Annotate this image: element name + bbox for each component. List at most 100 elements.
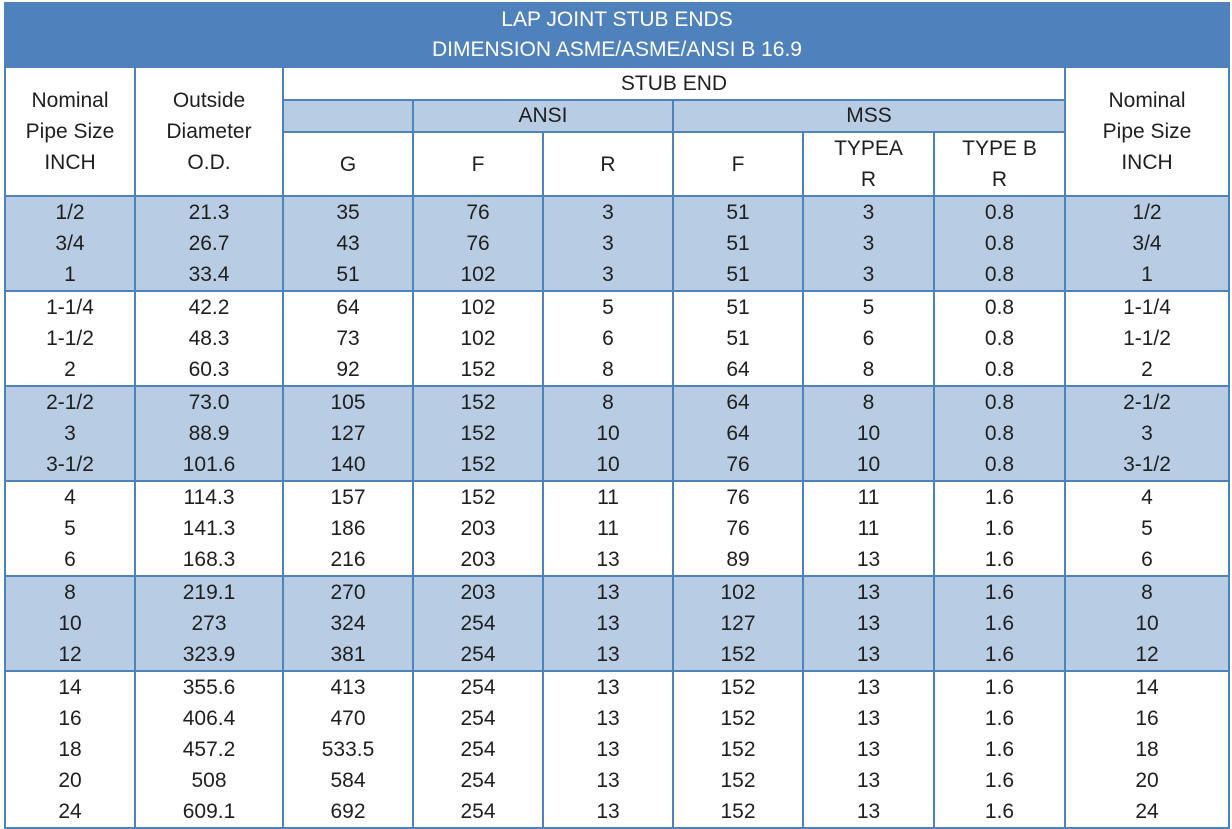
table-value: 152 — [720, 738, 756, 761]
table-value: 13 — [596, 548, 620, 571]
table-value: 13 — [856, 738, 881, 761]
header-nominal-pipe-size-right: Nominal Pipe Size INCH — [1064, 66, 1230, 197]
ansi-f-cell: 152 152 152 — [412, 385, 544, 482]
title-line-2: DIMENSION ASME/ASME/ANSI B 16.9 — [432, 38, 802, 61]
outside-diameter-cell: 21.3 26.7 33.4 — [134, 195, 284, 292]
table-value: 254 — [460, 707, 496, 730]
table-value: 533.5 — [321, 738, 375, 761]
table-value: 51 — [726, 263, 750, 286]
header-mss: MSS — [672, 99, 1066, 133]
mss-f-cell: 76 76 89 — [672, 480, 804, 577]
outside-diameter-cell: 114.3 141.3 168.3 — [134, 480, 284, 577]
table-value: 152 — [720, 769, 756, 792]
table-value: 168.3 — [182, 548, 236, 571]
table-value: 127 — [330, 422, 366, 445]
ansi-f-cell: 203 254 254 — [412, 575, 544, 672]
nominal-pipe-size-cell: 14 16 18 20 24 — [4, 670, 136, 829]
table-value: 2 — [64, 358, 76, 381]
ansi-r-cell: 8 10 10 — [542, 385, 674, 482]
table-value: 216 — [330, 548, 366, 571]
table-value: 1-1/2 — [1123, 327, 1171, 350]
table-row-group: 2-1/2 3 3-1/2 73.0 88.9 101.6 105 127 140 152 152 1… — [4, 385, 1230, 482]
type-b-r-cell: 1.6 1.6 1.6 — [933, 575, 1066, 672]
g-cell: 157 186 216 — [282, 480, 414, 577]
type-b-r-cell: 0.8 0.8 0.8 — [933, 290, 1066, 387]
table-value: 43 — [336, 232, 360, 255]
header-g: G — [282, 131, 414, 197]
type-a-r-cell: 13 13 13 13 13 — [802, 670, 935, 829]
stub-ends-table-container: LAP JOINT STUB ENDS DIMENSION ASME/ASME/… — [4, 2, 1230, 829]
table-row-group: 8 10 12 219.1 273 323.9 270 324 381 203 254 254 13 13… — [4, 575, 1230, 672]
table-value: 273 — [191, 612, 227, 635]
table-value: 13 — [856, 676, 881, 699]
table-value: 16 — [1135, 707, 1159, 730]
table-value: 13 — [596, 581, 620, 604]
type-b-r-cell: 0.8 0.8 0.8 — [933, 385, 1066, 482]
table-value: 1-1/4 — [1123, 296, 1171, 319]
table-value: 64 — [726, 358, 750, 381]
table-value: 8 — [862, 358, 875, 381]
table-value: 76 — [466, 232, 490, 255]
table-value: 13 — [596, 643, 620, 666]
table-value: 127 — [720, 612, 756, 635]
table-value: 152 — [720, 707, 756, 730]
table-value: 0.8 — [984, 263, 1015, 286]
table-value: 8 — [602, 358, 614, 381]
table-value: 3 — [602, 263, 614, 286]
header-text: R — [991, 168, 1008, 191]
table-value: 12 — [58, 643, 82, 666]
table-value: 381 — [330, 643, 366, 666]
table-value: 1.6 — [984, 738, 1015, 761]
header-type-a-r: TYPEA R — [802, 131, 935, 197]
table-value: 140 — [330, 453, 366, 476]
table-value: 1.6 — [984, 517, 1015, 540]
table-value: 152 — [720, 676, 756, 699]
table-value: 64 — [336, 296, 360, 319]
nominal-pipe-size-right-cell: 1-1/4 1-1/2 2 — [1064, 290, 1230, 387]
table-value: 51 — [726, 232, 750, 255]
table-value: 270 — [330, 581, 366, 604]
table-value: 33.4 — [188, 263, 230, 286]
ansi-r-cell: 3 3 3 — [542, 195, 674, 292]
table-value: 13 — [856, 612, 881, 635]
table-value: 254 — [460, 643, 496, 666]
table-value: 0.8 — [984, 358, 1015, 381]
table-value: 5 — [862, 296, 875, 319]
table-value: 254 — [460, 612, 496, 635]
table-value: 2 — [1141, 358, 1153, 381]
ansi-f-cell: 152 203 203 — [412, 480, 544, 577]
header-text: TYPEA — [834, 137, 903, 160]
table-value: 13 — [856, 643, 881, 666]
header-text: INCH — [44, 151, 96, 174]
table-value: 0.8 — [984, 391, 1015, 414]
table-row-group: 1/2 3/4 1 21.3 26.7 33.4 35 43 51 76 76 102 3 3 3 51 51 5… — [4, 195, 1230, 292]
table-value: 18 — [58, 738, 82, 761]
table-value: 73.0 — [188, 391, 230, 414]
table-value: 1.6 — [984, 800, 1015, 823]
table-value: 6 — [602, 327, 614, 350]
mss-f-cell: 102 127 152 — [672, 575, 804, 672]
table-value: 6 — [64, 548, 76, 571]
header-text: O.D. — [187, 151, 231, 174]
table-value: 254 — [460, 676, 496, 699]
type-a-r-cell: 3 3 3 — [802, 195, 935, 292]
table-value: 1.6 — [984, 707, 1015, 730]
title-row: LAP JOINT STUB ENDS DIMENSION ASME/ASME/… — [4, 2, 1230, 68]
table-value: 13 — [856, 581, 881, 604]
table-value: 1.6 — [984, 676, 1015, 699]
ansi-r-cell: 13 13 13 — [542, 575, 674, 672]
table-value: 11 — [857, 517, 880, 540]
table-value: 1.6 — [984, 581, 1015, 604]
table-value: 10 — [596, 453, 620, 476]
table-row-group: 4 5 6 114.3 141.3 168.3 157 186 216 152 203 203 11 11… — [4, 480, 1230, 577]
table-value: 102 — [460, 296, 496, 319]
table-value: 186 — [330, 517, 366, 540]
table-value: 0.8 — [984, 296, 1015, 319]
table-value: 152 — [460, 453, 496, 476]
type-a-r-cell: 8 10 10 — [802, 385, 935, 482]
table-value: 0.8 — [984, 232, 1015, 255]
table-value: 1 — [64, 263, 76, 286]
header-nominal-pipe-size-left: Nominal Pipe Size INCH — [4, 66, 136, 197]
table-value: 692 — [330, 800, 366, 823]
table-value: 203 — [460, 517, 496, 540]
